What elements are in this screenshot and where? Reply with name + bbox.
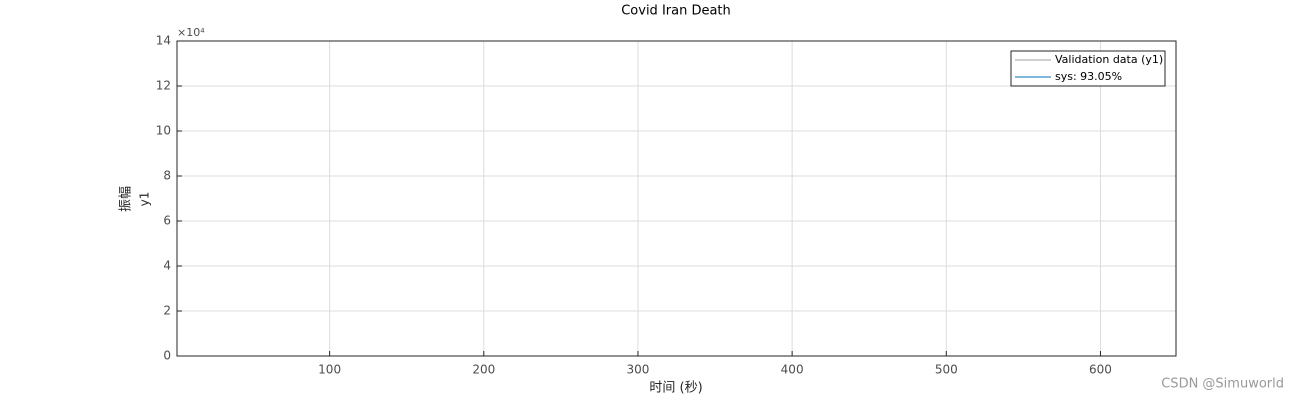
x-tick-label: 400 bbox=[781, 363, 804, 377]
watermark: CSDN @Simuworld bbox=[1161, 377, 1284, 392]
x-tick-label: 500 bbox=[935, 363, 958, 377]
y-multiplier: ×10⁴ bbox=[177, 26, 205, 39]
x-tick-label: 600 bbox=[1089, 363, 1112, 377]
y-axis-label: y1 bbox=[138, 192, 152, 207]
legend-label: sys: 93.05% bbox=[1055, 70, 1122, 83]
x-tick-label: 200 bbox=[472, 363, 495, 377]
y-tick-label: 12 bbox=[156, 79, 171, 93]
y-tick-label: 0 bbox=[163, 349, 171, 363]
x-tick-label: 300 bbox=[627, 363, 650, 377]
y-tick-label: 2 bbox=[163, 304, 171, 318]
y-tick-label: 4 bbox=[163, 259, 171, 273]
y-tick-label: 14 bbox=[156, 34, 171, 48]
x-axis-label: 时间 (秒) bbox=[649, 381, 702, 396]
legend-box bbox=[1010, 50, 1166, 87]
legend-label: Validation data (y1) bbox=[1055, 53, 1163, 66]
y-tick-label: 6 bbox=[163, 214, 171, 228]
chart-title: Covid Iran Death bbox=[621, 4, 731, 19]
x-tick-label: 100 bbox=[318, 363, 341, 377]
y-tick-label: 8 bbox=[163, 169, 171, 183]
plot-frame bbox=[176, 40, 1177, 357]
y-tick-label: 10 bbox=[156, 124, 171, 138]
y-axis-label: 振幅 bbox=[119, 186, 134, 212]
